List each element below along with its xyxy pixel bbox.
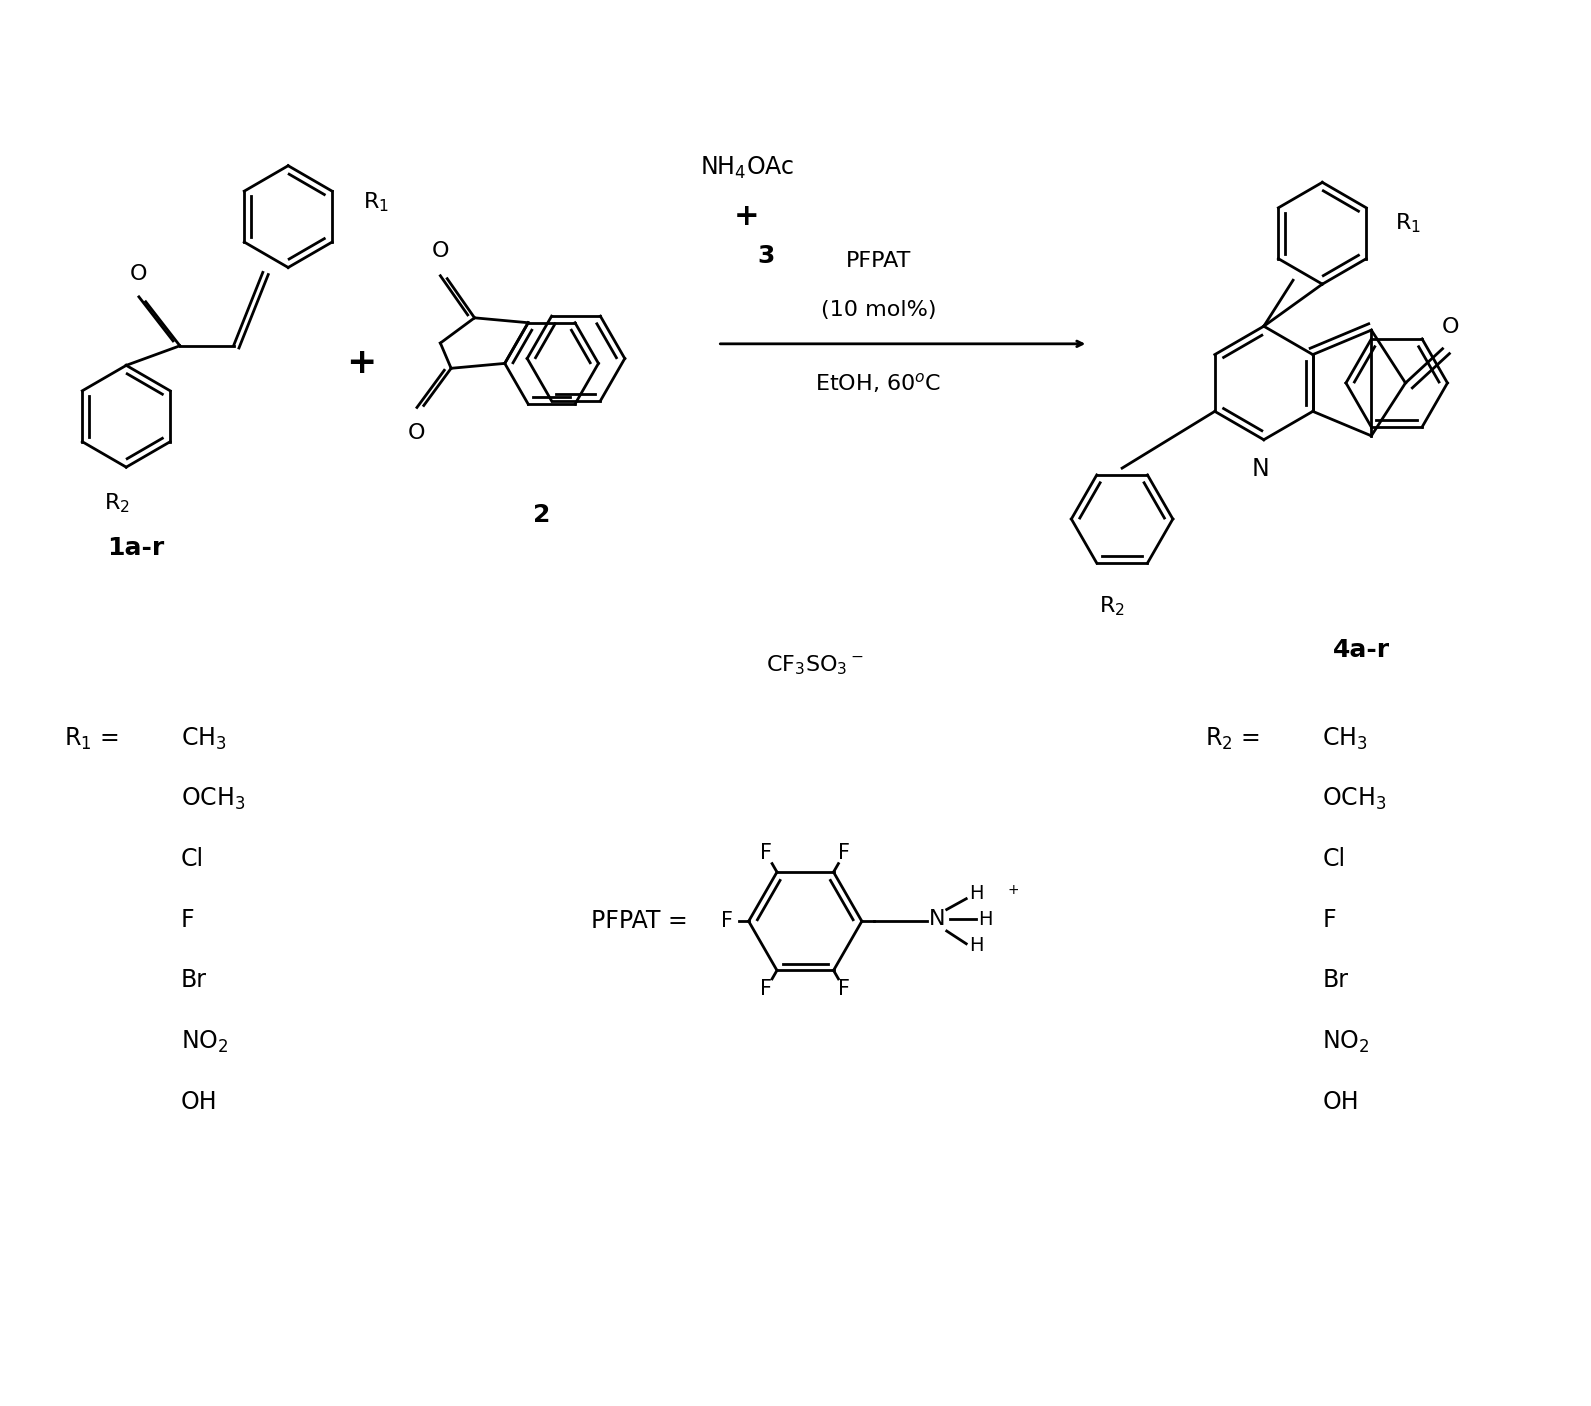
Text: O: O [1441,316,1459,337]
Text: (10 mol%): (10 mol%) [821,299,936,319]
Text: N: N [929,910,945,929]
Text: H: H [969,936,983,955]
Text: F: F [838,979,850,1000]
Text: R$_1$ =: R$_1$ = [64,725,118,752]
Text: 1a-r: 1a-r [107,536,164,560]
Text: R$_2$ =: R$_2$ = [1206,725,1260,752]
Text: NO$_2$: NO$_2$ [1322,1029,1370,1054]
Text: R$_1$: R$_1$ [363,190,390,214]
Text: N: N [1252,457,1270,481]
Text: O: O [409,423,426,443]
Text: OH: OH [181,1090,218,1114]
Text: Cl: Cl [181,846,204,870]
Text: F: F [1322,907,1336,932]
Text: F: F [838,844,850,863]
Text: +: + [733,202,759,231]
Text: H: H [978,910,993,929]
Text: R$_2$: R$_2$ [1099,595,1125,619]
Text: F: F [721,911,733,931]
Text: H: H [969,884,983,903]
Text: O: O [431,240,449,262]
Text: F: F [760,979,772,1000]
Text: OH: OH [1322,1090,1359,1114]
Text: F: F [760,844,772,863]
Text: R$_1$: R$_1$ [1395,212,1421,235]
Text: O: O [130,264,148,284]
Text: 4a-r: 4a-r [1333,638,1391,662]
Text: CH$_3$: CH$_3$ [181,725,226,752]
Text: +: + [347,346,377,381]
Text: Cl: Cl [1322,846,1346,870]
Text: 2: 2 [533,503,550,527]
Text: CH$_3$: CH$_3$ [1322,725,1368,752]
Text: 3: 3 [757,243,775,267]
Text: CF$_3$SO$_3$$^-$: CF$_3$SO$_3$$^-$ [765,652,864,676]
Text: Br: Br [181,969,207,993]
Text: NH$_4$OAc: NH$_4$OAc [700,155,794,181]
Text: Br: Br [1322,969,1348,993]
Text: $^+$: $^+$ [1004,884,1020,903]
Text: F: F [181,907,194,932]
Text: R$_2$: R$_2$ [103,492,129,515]
Text: EtOH, 60$^o$C: EtOH, 60$^o$C [815,371,942,395]
Text: PFPAT: PFPAT [846,250,912,270]
Text: OCH$_3$: OCH$_3$ [181,786,245,813]
Text: OCH$_3$: OCH$_3$ [1322,786,1387,813]
Text: PFPAT =: PFPAT = [590,910,687,934]
Text: NO$_2$: NO$_2$ [181,1029,228,1054]
